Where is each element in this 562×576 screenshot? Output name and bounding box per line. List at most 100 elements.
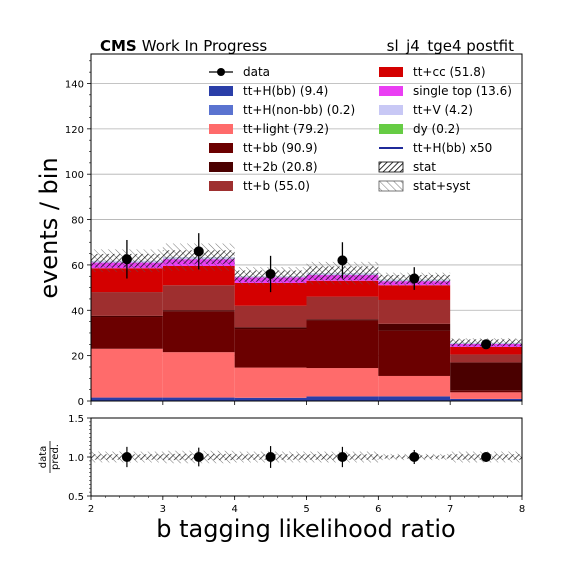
y-axis-label: events / bin [35,157,63,298]
legend-entry: stat+syst [378,179,471,193]
legend-label: data [243,65,270,79]
bar-segment [234,305,307,328]
legend-entry: tt+H(bb) (9.4) [209,84,328,98]
bar-segment [162,311,235,353]
bar-segment [450,354,522,363]
legend-data-marker [217,68,225,76]
bar-segment [450,398,522,401]
legend-swatch [379,105,403,115]
x-tick-label: 3 [160,504,166,515]
main-plot: 0 20 40 60 80 100 120 140 [65,53,523,408]
bar-segment [306,320,379,369]
ratio-tick-label: 0.5 [68,492,84,503]
bar-segment [91,317,163,349]
bar-segment [91,348,163,398]
bar-segment [306,396,379,401]
ratio-tick-label: 1.0 [68,453,84,464]
ratio-tick-label: 1.5 [68,414,84,425]
data-point [193,246,204,257]
bar-segment [306,368,379,397]
ratio-point [409,452,420,462]
ratio-y-label-bottom: pred. [50,444,61,470]
bar-segment [378,330,451,376]
bar-segment [306,280,379,297]
ratio-band [91,450,522,464]
x-tick-label: 7 [447,504,453,515]
bar-segment [450,390,522,393]
y-tick-label: 60 [71,261,84,272]
legend-swatch [209,124,233,134]
y-tick-label: 120 [65,125,84,136]
x-tick-label: 6 [375,504,381,515]
legend-swatch [379,124,403,134]
bar-segment [162,285,235,311]
x-tick-label: 5 [303,504,309,515]
bar-segment [450,362,522,391]
legend-label: dy (0.2) [413,122,460,136]
legend-swatch [379,67,403,77]
legend-label: stat [413,160,436,174]
x-tick-label: 4 [231,504,237,515]
legend-stat-swatch [378,161,404,173]
ratio-point [121,452,132,462]
bar-segment [306,319,379,321]
stacked-bars [91,257,522,401]
ratio-point [481,452,492,462]
legend-entry: tt+bb (90.9) [209,141,318,155]
bar-segment [450,346,522,355]
bar-segment [234,367,307,398]
legend-label: tt+bb (90.9) [243,141,318,155]
legend: data tt+H(bb) (9.4) tt+H(non-bb) (0.2) tt+l… [209,65,512,193]
ratio-point [193,452,204,462]
data-points [121,233,492,350]
y-tick-label: 0 [78,397,84,408]
data-point [481,339,492,350]
bar-segment [234,329,307,368]
data-point [337,255,348,266]
legend-swatch [209,143,233,153]
x-axis-ticks-main [90,401,523,405]
x-axis-ticks: 2 3 4 5 6 7 8 [88,496,525,515]
x-axis-label: b tagging likelihood ratio [156,515,455,543]
legend-entry: data [209,65,270,79]
data-point [121,254,132,265]
ratio-y-label-top: data [38,446,49,469]
title-rest: Work In Progress [142,37,268,55]
legend-label: tt+V (4.2) [413,103,473,117]
legend-label: tt+2b (20.8) [243,160,318,174]
legend-swatch [209,162,233,172]
legend-swatch [209,86,233,96]
bar-segment [91,268,163,293]
bar-segment [378,323,451,331]
legend-label: tt+H(non-bb) (0.2) [243,103,355,117]
chart-title: CMS Work In Progress [100,37,267,55]
ratio-y-ticks: 0.5 1.0 1.5 [68,414,91,503]
y-tick-label: 80 [71,216,84,227]
legend-label: stat+syst [413,179,471,193]
bar-segment [91,292,163,316]
bar-segment [378,299,451,324]
bar-segment [378,285,451,300]
y-tick-label: 100 [65,170,84,181]
ratio-points [121,446,492,468]
legend-entry: tt+V (4.2) [379,103,473,117]
legend-label: tt+cc (51.8) [413,65,486,79]
bar-segment [378,375,451,397]
bar-segment [234,327,307,330]
legend-entry: dy (0.2) [379,122,460,136]
y-tick-label: 20 [71,352,84,363]
legend-entry: single top (13.6) [379,84,512,98]
legend-swatch [379,86,403,96]
legend-label: tt+H(bb) x50 [413,141,492,155]
legend-swatch [209,181,233,191]
legend-entry: tt+cc (51.8) [379,65,486,79]
legend-entry: tt+H(non-bb) (0.2) [209,103,355,117]
bar-segment [378,396,451,401]
bar-segment [162,265,235,286]
data-point [409,273,420,284]
legend-entry: stat [378,160,436,174]
legend-entry: tt+light (79.2) [209,122,329,136]
y-tick-label: 40 [71,306,84,317]
bar-segment [162,352,235,398]
